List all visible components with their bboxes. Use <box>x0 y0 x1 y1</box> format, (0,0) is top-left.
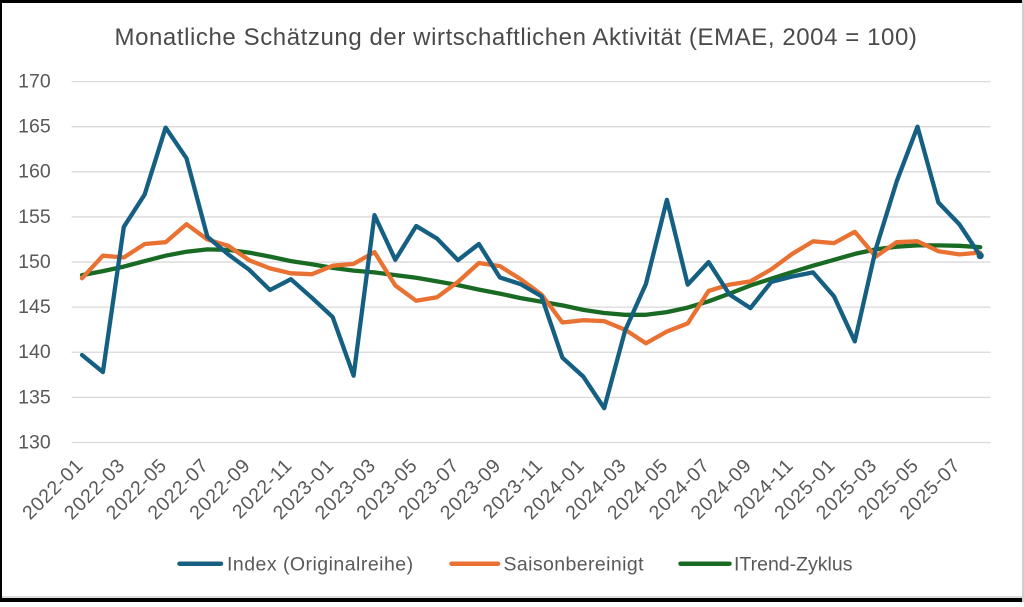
svg-text:165: 165 <box>18 116 51 138</box>
svg-text:155: 155 <box>18 206 51 228</box>
svg-text:ITrend-Zyklus: ITrend-Zyklus <box>734 554 853 576</box>
svg-text:130: 130 <box>18 431 51 453</box>
svg-text:135: 135 <box>18 386 51 408</box>
svg-text:145: 145 <box>18 296 51 318</box>
svg-text:170: 170 <box>18 71 51 93</box>
svg-text:Saisonbereinigt: Saisonbereinigt <box>504 554 645 576</box>
svg-text:Monatliche Schätzung der wirts: Monatliche Schätzung der wirtschaftliche… <box>115 24 918 51</box>
svg-text:150: 150 <box>18 251 51 273</box>
svg-text:140: 140 <box>18 341 51 363</box>
svg-text:160: 160 <box>18 161 51 183</box>
svg-text:Index (Originalreihe): Index (Originalreihe) <box>227 554 414 576</box>
